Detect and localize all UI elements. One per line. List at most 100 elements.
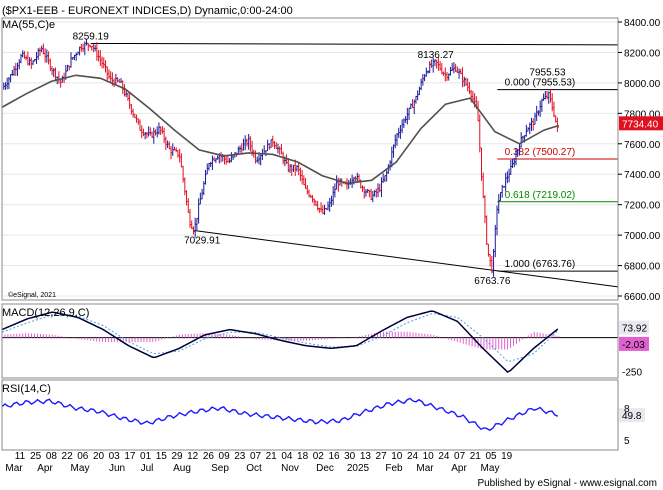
macd-hist-readout-bg bbox=[619, 336, 649, 351]
panel-frame bbox=[1, 379, 619, 451]
macd-signal-line bbox=[1, 313, 559, 362]
price-annotation: 7955.53 bbox=[529, 68, 566, 79]
x-tick-label: 19 bbox=[501, 451, 513, 462]
macd-hist-readout: -2.03 bbox=[622, 340, 645, 351]
x-month-label: Aug bbox=[173, 463, 191, 474]
x-tick-label: 04 bbox=[281, 451, 293, 462]
x-tick-label: 08 bbox=[46, 451, 58, 462]
x-tick-label: 24 bbox=[407, 451, 419, 462]
x-tick-label: 22 bbox=[62, 451, 74, 462]
price-series bbox=[3, 38, 559, 277]
x-month-label: Dec bbox=[316, 463, 334, 474]
price-annotation: 8136.27 bbox=[418, 50, 455, 61]
x-tick-label: 05 bbox=[485, 451, 497, 462]
y-tick-label: 8000.00 bbox=[624, 79, 661, 90]
y-tick-label: 8200.00 bbox=[624, 48, 661, 59]
rsi-readout-bg bbox=[619, 408, 645, 423]
x-tick-label: 21 bbox=[470, 451, 482, 462]
price-grid bbox=[2, 21, 618, 297]
x-month-label: Jul bbox=[141, 463, 154, 474]
y-tick-label: 8400.00 bbox=[624, 18, 661, 29]
x-tick-label: 01 bbox=[140, 451, 152, 462]
macd-line bbox=[1, 310, 559, 373]
x-tick-label: 23 bbox=[234, 451, 246, 462]
y-tick-label: 6600.00 bbox=[624, 292, 661, 303]
rsi-y-tick: 8 bbox=[624, 404, 630, 415]
rsi-panel: 49.88 5 bbox=[1, 397, 645, 447]
x-tick-label: 26 bbox=[203, 451, 215, 462]
x-month-label: Apr bbox=[451, 463, 467, 474]
fib-label: 0.382 (7500.27) bbox=[505, 147, 576, 158]
fib-label: 1.000 (6763.76) bbox=[505, 259, 576, 270]
fib-levels: 0.000 (7955.53) 0.382 (7500.27) 0.618 (721… bbox=[497, 78, 618, 272]
price-annotation: 8259.19 bbox=[73, 31, 110, 42]
x-tick-label: 02 bbox=[313, 451, 325, 462]
x-month-label: Nov bbox=[281, 463, 299, 474]
x-tick-label: 13 bbox=[360, 451, 372, 462]
x-tick-label: 29 bbox=[171, 451, 183, 462]
x-tick-label: 07 bbox=[454, 451, 466, 462]
macd-y-tick: -250 bbox=[622, 367, 642, 378]
x-tick-label: 09 bbox=[219, 451, 231, 462]
macd-panel: 73.92 -2.03 -250 bbox=[1, 310, 649, 378]
panel-frame bbox=[1, 17, 619, 301]
x-month-label: May bbox=[481, 463, 500, 474]
y-tick-label: 7400.00 bbox=[624, 170, 661, 181]
chart-title: ($PX1-EEB - EURONEXT INDICES,D) Dynamic,… bbox=[2, 5, 293, 17]
macd-readout-bg bbox=[619, 320, 649, 335]
trendline bbox=[90, 42, 619, 46]
axes: 8400.00 8200.00 8000.00 7800.00 7600.00 7400.… bbox=[1, 17, 663, 474]
x-tick-label: 27 bbox=[376, 451, 388, 462]
macd-title: MACD(12,26,9,C) bbox=[2, 307, 89, 319]
trendlines bbox=[90, 42, 619, 288]
macd-readout: 73.92 bbox=[622, 324, 647, 335]
moving-average bbox=[1, 74, 560, 185]
x-month-label: Oct bbox=[246, 463, 262, 474]
fib-label: 0.618 (7219.02) bbox=[505, 190, 576, 201]
rsi-readout: 49.8 bbox=[622, 411, 642, 422]
x-tick-label: 10 bbox=[391, 451, 403, 462]
rsi-y-tick: 5 bbox=[624, 436, 630, 447]
x-month-label: Mar bbox=[5, 463, 23, 474]
fib-label: 0.000 (7955.53) bbox=[505, 78, 576, 89]
footer-credit: Published by eSignal - www.esignal.com bbox=[477, 478, 657, 489]
y-tick-label: 7000.00 bbox=[624, 231, 661, 242]
x-month-label: Sep bbox=[211, 463, 229, 474]
last-price-tag bbox=[619, 116, 663, 131]
rsi-title: RSI(14,C) bbox=[2, 383, 51, 395]
x-month-label: 2025 bbox=[347, 463, 370, 474]
x-tick-label: 30 bbox=[344, 451, 356, 462]
last-price-label: 7734.40 bbox=[622, 119, 659, 130]
x-tick-label: 25 bbox=[30, 451, 42, 462]
x-tick-label: 15 bbox=[156, 451, 168, 462]
panel-frame bbox=[1, 303, 619, 379]
x-tick-label: 20 bbox=[93, 451, 105, 462]
x-tick-label: 24 bbox=[438, 451, 450, 462]
trendline bbox=[194, 230, 619, 288]
x-month-label: Apr bbox=[37, 463, 53, 474]
x-tick-label: 18 bbox=[297, 451, 309, 462]
price-annotation: 7029.91 bbox=[184, 236, 221, 247]
x-month-label: Jun bbox=[109, 463, 125, 474]
x-tick-label: 06 bbox=[77, 451, 89, 462]
y-tick-label: 7600.00 bbox=[624, 140, 661, 151]
x-tick-label: 10 bbox=[423, 451, 435, 462]
x-month-label: Mar bbox=[416, 463, 434, 474]
copyright-label: ©eSignal, 2021 bbox=[8, 291, 56, 299]
x-tick-label: 17 bbox=[124, 451, 136, 462]
x-month-label: May bbox=[71, 463, 90, 474]
ma-label: MA(55,C)e bbox=[2, 19, 55, 31]
x-tick-label: 16 bbox=[328, 451, 340, 462]
ma-line bbox=[1, 74, 560, 185]
y-tick-label: 6800.00 bbox=[624, 262, 661, 273]
x-month-label: Feb bbox=[385, 463, 403, 474]
price-annotation: 6763.76 bbox=[474, 276, 511, 287]
x-tick-label: 12 bbox=[187, 451, 199, 462]
rsi-line bbox=[1, 397, 559, 432]
x-tick-label: 03 bbox=[109, 451, 121, 462]
price-annotations: 8259.19 8136.27 7955.53 7029.91 6763.76 bbox=[73, 31, 566, 287]
x-tick-label: 07 bbox=[250, 451, 262, 462]
y-tick-label: 7200.00 bbox=[624, 201, 661, 212]
y-tick-label: 7800.00 bbox=[624, 109, 661, 120]
